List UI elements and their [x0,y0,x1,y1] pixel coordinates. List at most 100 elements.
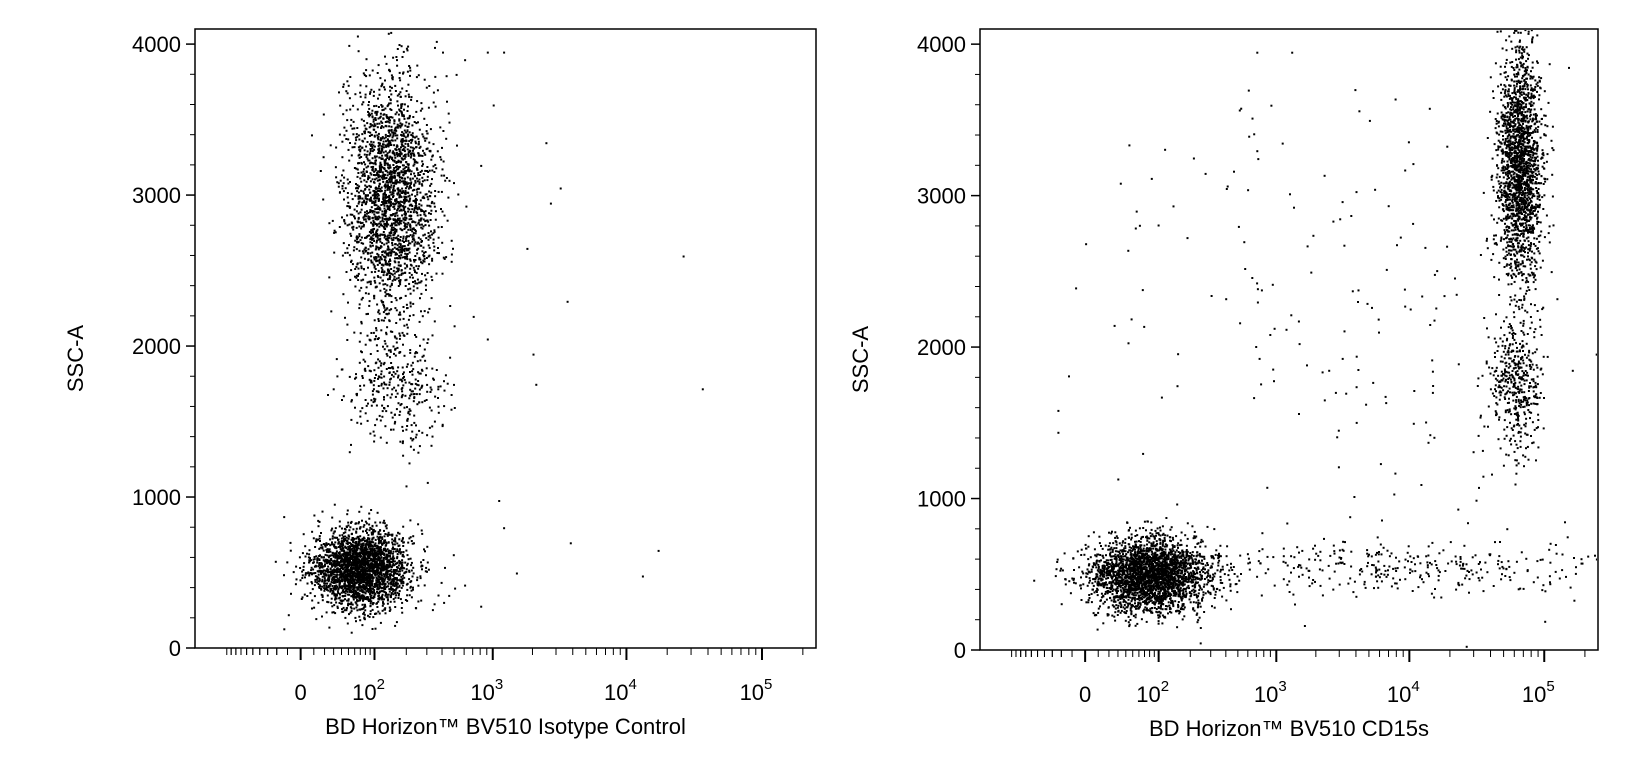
event-dot [315,565,318,568]
plot-frame [194,28,817,649]
event-dot [313,558,316,561]
event-dot [445,137,448,140]
event-dot [358,572,361,574]
event-dot [398,311,401,314]
event-dot [409,226,412,229]
event-dot [369,589,372,592]
event-dot [378,246,381,249]
event-dot [346,196,349,199]
event-dot [386,152,389,155]
event-dot [382,558,385,561]
event-dot [386,157,389,159]
event-dot [375,224,378,227]
event-dot [417,584,420,587]
event-dot [386,307,389,310]
event-dot [371,109,374,112]
event-dot [370,173,373,176]
event-dot [407,153,410,156]
event-dot [316,557,319,560]
event-dot [317,601,320,604]
event-dot [436,150,439,153]
event-dot [358,340,361,343]
x-tick-label: 102 [352,676,385,705]
event-dot [368,143,371,146]
event-dot [386,580,389,583]
event-dot [369,211,371,214]
event-dot [373,589,376,592]
event-dot [322,198,325,201]
event-dot [356,238,359,241]
event-dot [406,176,409,179]
event-dot [389,285,392,288]
event-dot [360,555,363,558]
event-dot [393,251,396,254]
event-dot [409,519,412,522]
event-dot [386,138,389,141]
event-dot [359,84,362,87]
event-dot [351,127,354,130]
event-dot [341,553,344,556]
event-dot [361,221,364,224]
event-dot [368,566,371,568]
event-dot [363,172,366,175]
event-dot [389,288,392,291]
event-dot [424,153,427,156]
event-dot [399,239,402,242]
event-dot [365,85,368,88]
event-dot [342,606,345,609]
event-dot [386,599,389,602]
event-dot [382,577,385,580]
event-dot [355,265,358,268]
event-dot [379,569,382,571]
event-dot [411,134,414,137]
event-dot [393,246,396,249]
event-dot [351,146,354,149]
event-dot [399,227,402,230]
event-dot [389,258,391,261]
event-dot [441,146,443,149]
event-dot [327,565,330,568]
event-dot [375,576,378,579]
event-dot [351,226,354,229]
event-dot [435,167,438,170]
event-dot [371,584,373,587]
event-dot [433,603,436,606]
event-dot [404,561,407,564]
event-dot [331,570,333,573]
event-dot [401,569,404,572]
event-dot [385,221,388,223]
event-dot [419,577,422,580]
event-dot [376,179,379,182]
event-dot [382,180,385,183]
event-dot [366,572,369,575]
event-dot [376,584,379,587]
event-dot [386,556,389,559]
event-dot [377,320,380,322]
event-dot [398,219,401,222]
event-dot [365,220,368,223]
event-dot [383,233,386,236]
event-dot [384,533,387,535]
event-dot [364,568,367,571]
event-dot [323,582,326,585]
event-dot [369,580,372,582]
event-dot [388,563,391,566]
event-dot [439,156,442,159]
event-dot [365,561,368,564]
event-dot [371,251,374,254]
event-dot [360,162,363,165]
event-dot [370,140,373,143]
event-dot [334,546,337,548]
event-dot [367,248,370,251]
event-dot [396,126,399,129]
event-dot [362,612,365,615]
event-dot [390,180,393,183]
event-dot [366,334,369,337]
event-dot [350,533,353,536]
event-dot [359,596,362,599]
event-dot [398,71,401,74]
event-dot [346,80,349,83]
event-dot [367,104,370,107]
event-dot [308,553,311,556]
event-dot [411,542,414,545]
